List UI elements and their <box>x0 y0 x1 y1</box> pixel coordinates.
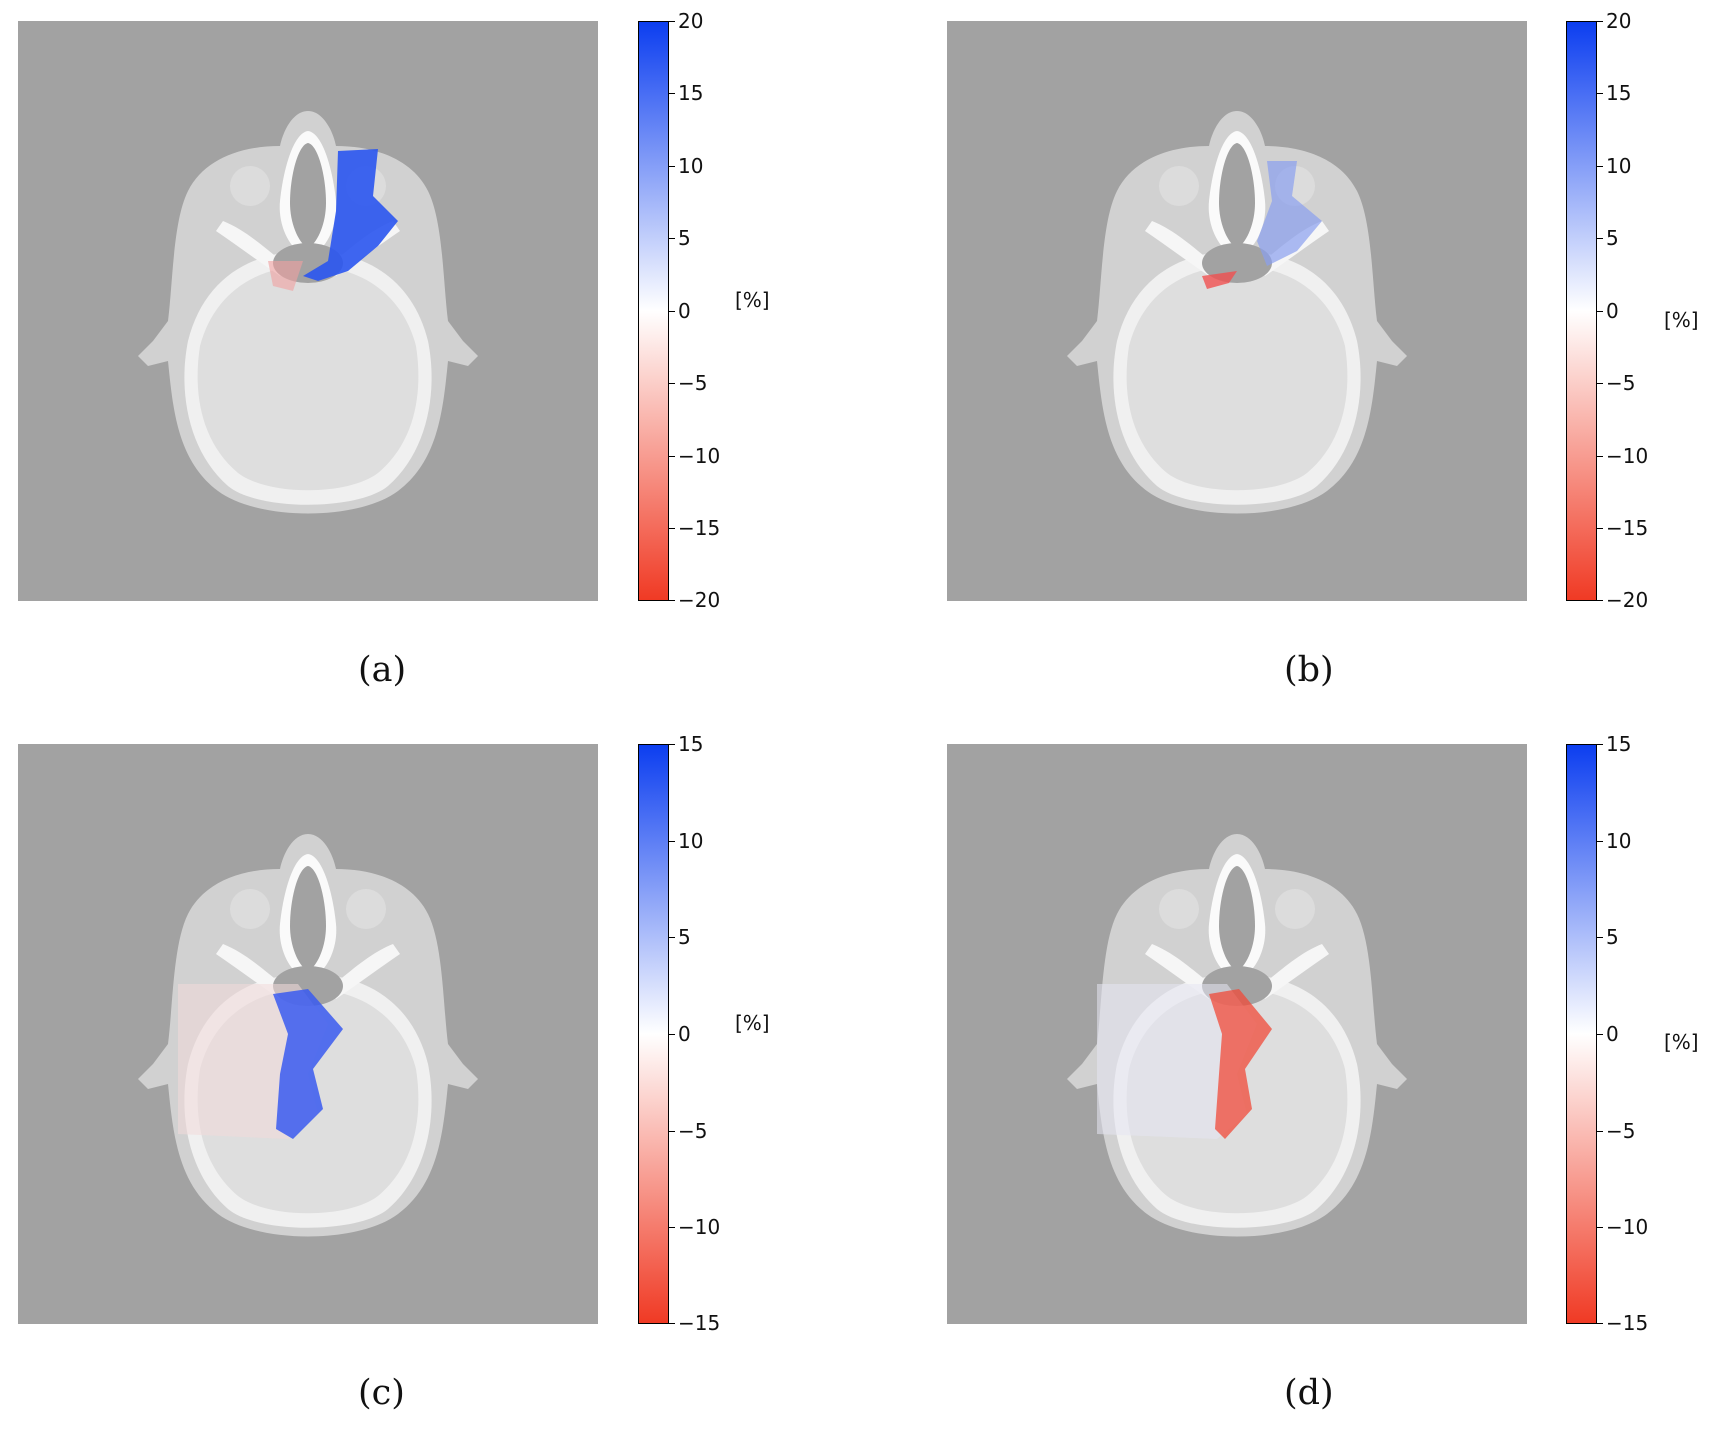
tick-label: 5 <box>678 925 691 949</box>
panel-c: 15 10 5 0 −5 −10 −15 [%] (c) <box>0 716 857 1432</box>
tick-label: −5 <box>1606 371 1636 395</box>
tick-label: −15 <box>1606 1311 1649 1335</box>
caption-b: (b) <box>1284 650 1334 690</box>
tick-label: 0 <box>678 1022 691 1046</box>
tick-label: 0 <box>1606 1022 1619 1046</box>
tick-label: −20 <box>678 588 721 612</box>
ct-image-c <box>18 744 598 1324</box>
tick-label: 10 <box>678 829 704 853</box>
tick-label: −20 <box>1606 588 1649 612</box>
tick-label: 20 <box>1606 9 1632 33</box>
tick-label: −15 <box>1606 516 1649 540</box>
tick-label: 5 <box>678 226 691 250</box>
tick-label: −15 <box>678 1311 721 1335</box>
tick-label: 10 <box>678 154 704 178</box>
tick-label: 15 <box>678 81 704 105</box>
tick-label: 15 <box>1606 732 1632 756</box>
tick-label: −10 <box>678 1215 721 1239</box>
colorbar-c <box>638 744 669 1324</box>
dose-overlay-d <box>1097 984 1272 1139</box>
tick-label: −15 <box>678 516 721 540</box>
panel-a: 20 15 10 5 0 −5 −10 −15 −20 [%] (a) <box>0 0 857 716</box>
unit-label-c: [%] <box>735 1011 770 1035</box>
tick-label: 0 <box>1606 299 1619 323</box>
tick-label: −10 <box>1606 1215 1649 1239</box>
caption-a: (a) <box>358 650 407 690</box>
unit-label-b: [%] <box>1664 308 1699 332</box>
ct-image-d <box>947 744 1527 1324</box>
tick-label: 5 <box>1606 925 1619 949</box>
tick-label: 15 <box>1606 81 1632 105</box>
tick-label: 5 <box>1606 226 1619 250</box>
tick-label: 10 <box>1606 154 1632 178</box>
unit-label-d: [%] <box>1664 1030 1699 1054</box>
dose-overlay-b <box>1202 161 1322 289</box>
ct-image-a <box>18 21 598 601</box>
tick-label: −10 <box>678 444 721 468</box>
tick-label: −5 <box>678 1119 708 1143</box>
colorbar-a <box>638 21 669 601</box>
tick-label: −5 <box>1606 1119 1636 1143</box>
tick-label: 15 <box>678 732 704 756</box>
tick-label: 0 <box>678 299 691 323</box>
caption-c: (c) <box>358 1373 405 1413</box>
colorbar-d <box>1566 744 1597 1324</box>
tick-label: −5 <box>678 371 708 395</box>
unit-label-a: [%] <box>735 288 770 312</box>
colorbar-b <box>1566 21 1597 601</box>
tick-label: 20 <box>678 9 704 33</box>
dose-overlay-c <box>178 984 343 1139</box>
caption-d: (d) <box>1284 1373 1334 1413</box>
dose-overlay-a <box>268 149 398 291</box>
panel-b: 20 15 10 5 0 −5 −10 −15 −20 [%] (b) <box>857 0 1714 716</box>
tick-label: 10 <box>1606 829 1632 853</box>
ct-image-b <box>947 21 1527 601</box>
panel-d: 15 10 5 0 −5 −10 −15 [%] (d) <box>857 716 1714 1432</box>
tick-label: −10 <box>1606 444 1649 468</box>
